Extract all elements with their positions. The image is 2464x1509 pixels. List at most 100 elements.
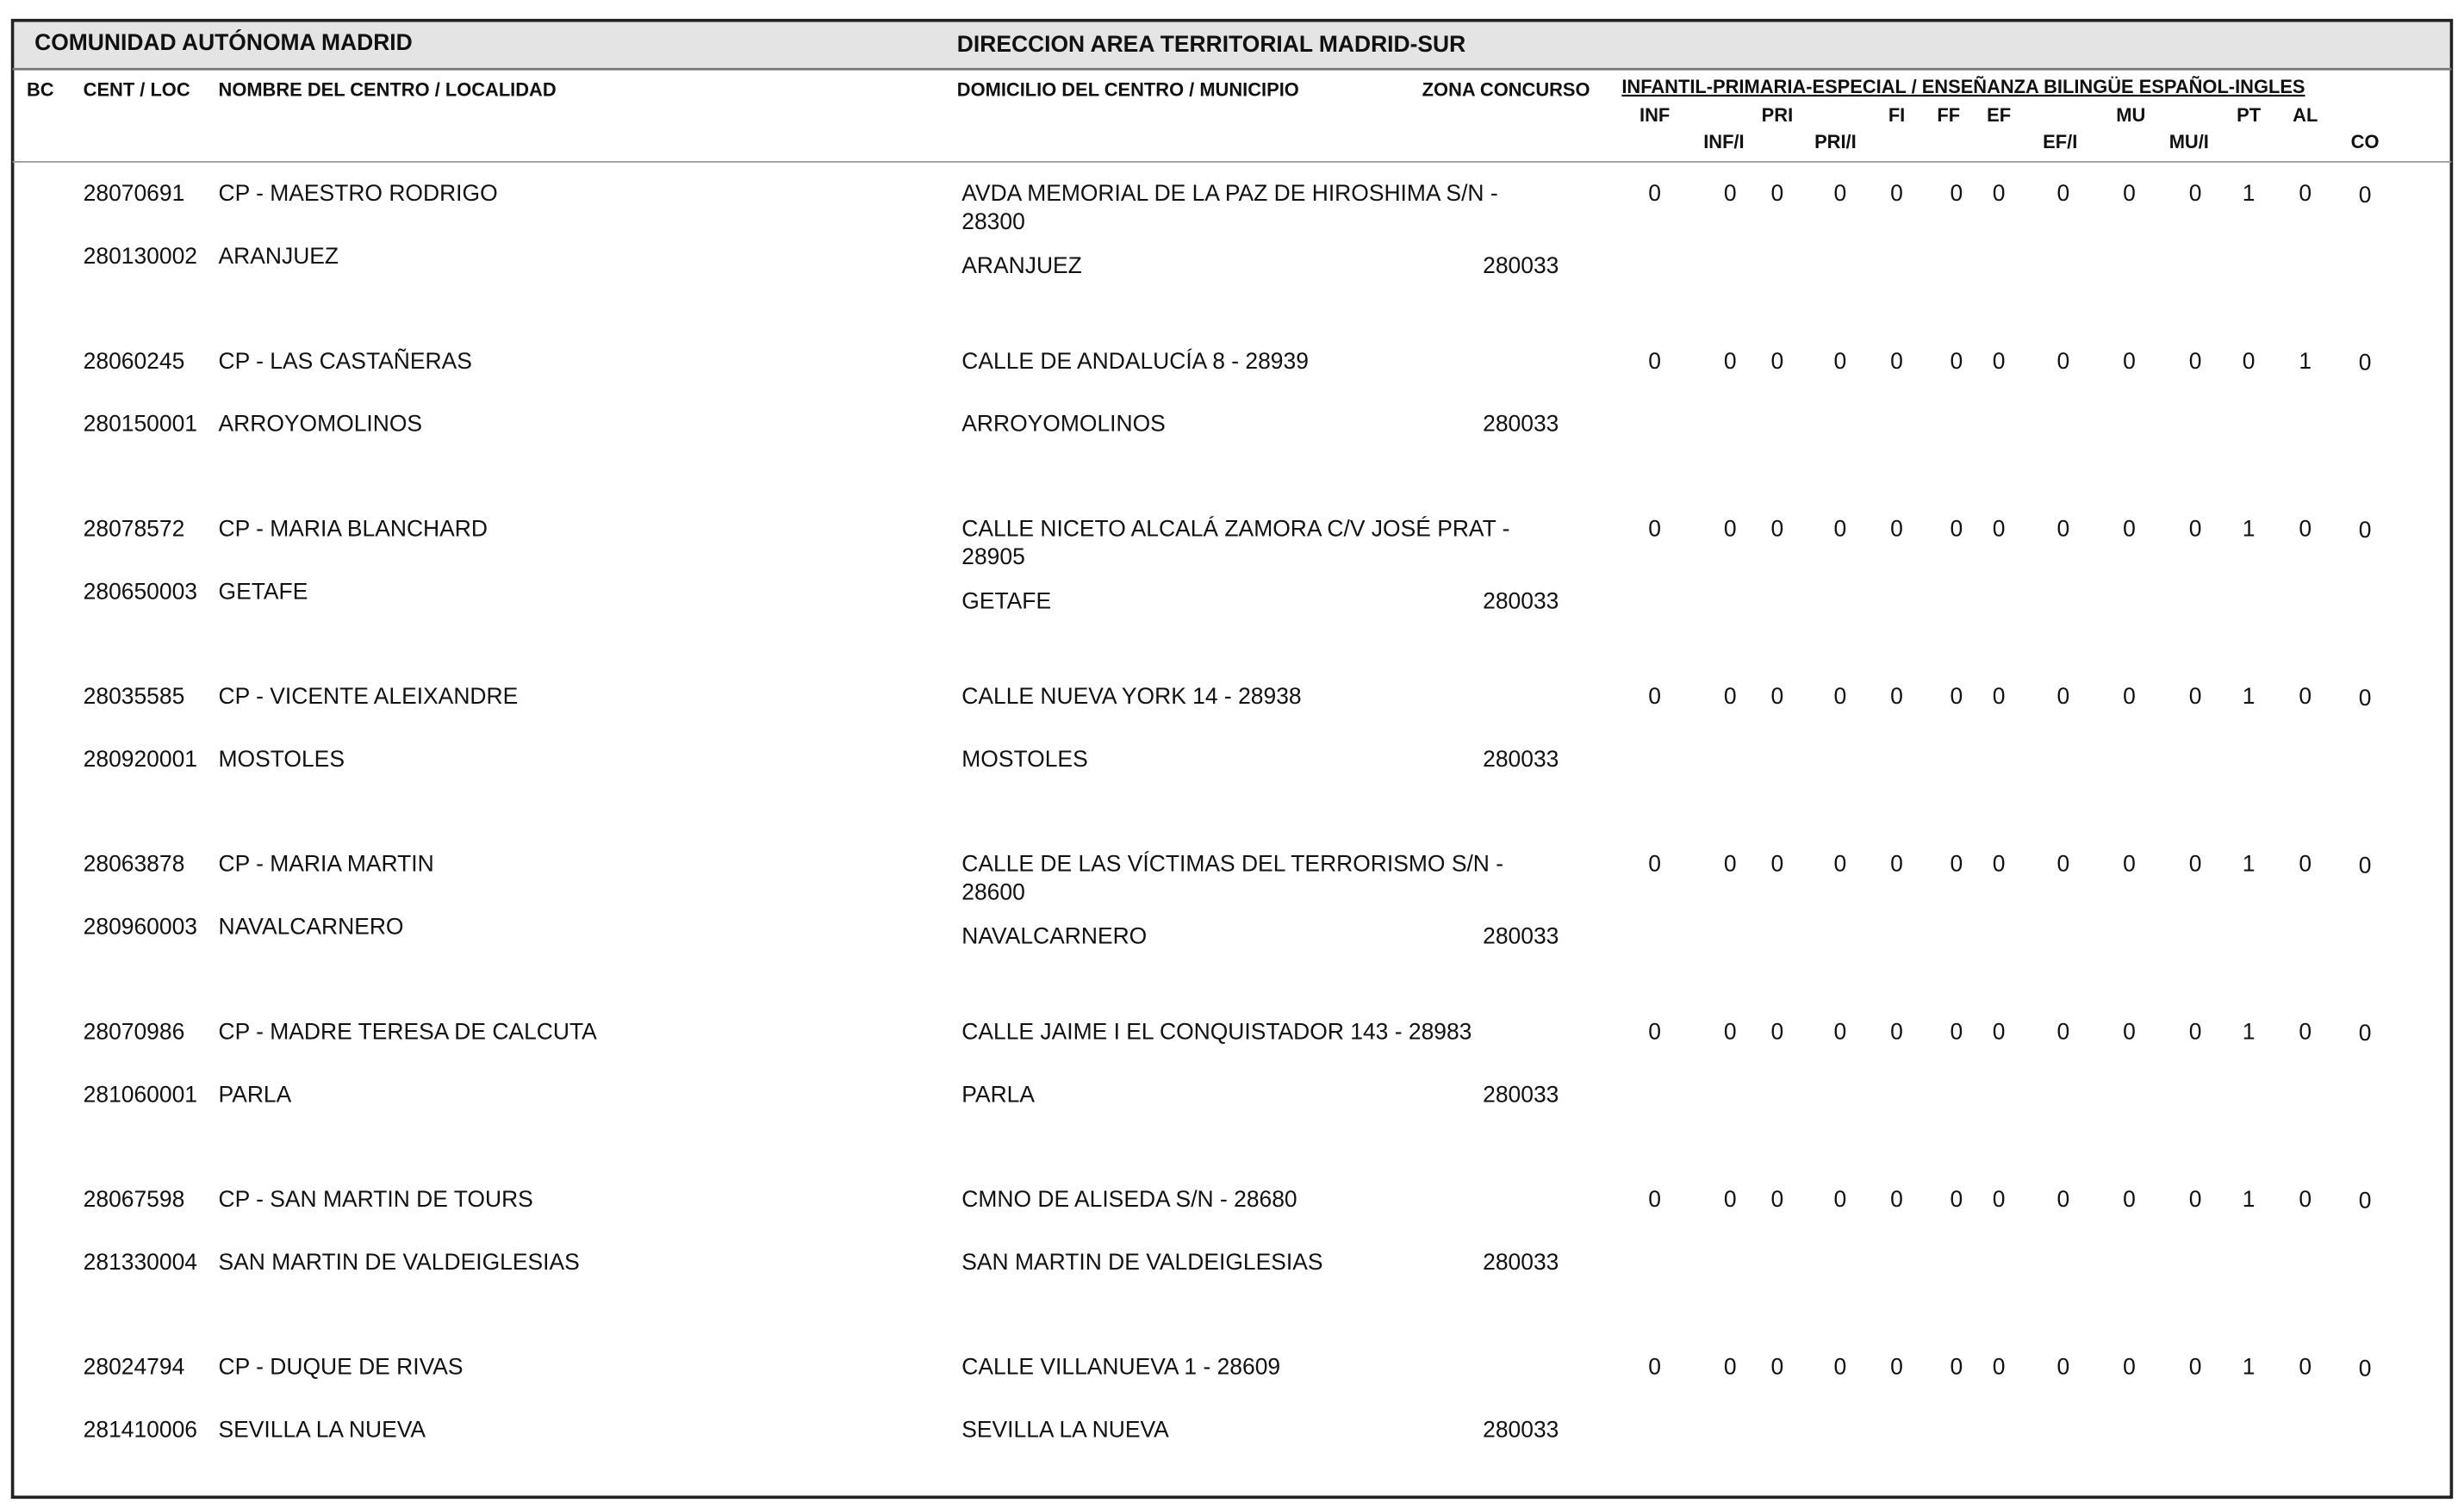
count: 0 <box>1993 1354 2006 1380</box>
count: 0 <box>2057 348 2070 374</box>
count: 0 <box>1890 515 1903 541</box>
sub-header: FI <box>1888 104 1905 126</box>
count: 0 <box>1950 348 1963 374</box>
count: 0 <box>2123 515 2136 541</box>
address: CMNO DE ALISEDA S/N - 28680 <box>961 1186 1297 1212</box>
count: 0 <box>2189 851 2202 877</box>
loc-code: 280150001 <box>84 411 197 437</box>
count: 1 <box>2243 180 2256 206</box>
sub-header: MU/I <box>2169 131 2209 152</box>
sub-header: CO <box>2351 131 2380 152</box>
count: 1 <box>2243 683 2256 709</box>
sub-header: PRI <box>1762 104 1793 126</box>
loc-code: 280130002 <box>84 243 197 269</box>
count: 0 <box>1890 1186 1903 1212</box>
zona: 280033 <box>1483 1081 1559 1107</box>
address: CALLE VILLANUEVA 1 - 28609 <box>961 1354 1280 1380</box>
sub-header: INF <box>1640 104 1670 126</box>
count: 0 <box>2359 517 2372 543</box>
centre-name: CP - DUQUE DE RIVAS <box>219 1354 464 1380</box>
municipio: SEVILLA LA NUEVA <box>961 1417 1169 1443</box>
count: 0 <box>1771 683 1784 709</box>
count: 0 <box>1993 1018 2006 1044</box>
loc-name: GETAFE <box>219 578 308 604</box>
count: 0 <box>2123 1354 2136 1380</box>
sub-header: MU <box>2116 104 2145 126</box>
count: 0 <box>2189 1018 2202 1044</box>
count: 0 <box>1648 1186 1661 1212</box>
loc-name: NAVALCARNERO <box>219 914 404 940</box>
count: 0 <box>1834 180 1847 206</box>
count: 0 <box>1648 515 1661 541</box>
count: 1 <box>2299 348 2312 374</box>
loc-name: SEVILLA LA NUEVA <box>219 1417 426 1443</box>
count: 0 <box>1890 851 1903 877</box>
count: 0 <box>1950 180 1963 206</box>
address: 28300 <box>961 208 1025 234</box>
count: 0 <box>2123 851 2136 877</box>
count: 0 <box>1648 348 1661 374</box>
count: 0 <box>1771 851 1784 877</box>
centre-code: 28063878 <box>84 851 185 877</box>
centre-name: CP - VICENTE ALEIXANDRE <box>219 683 519 709</box>
count: 0 <box>1993 851 2006 877</box>
centre-code: 28067598 <box>84 1186 185 1212</box>
col-header: NOMBRE DEL CENTRO / LOCALIDAD <box>219 79 557 101</box>
sub-header: INF/I <box>1703 131 1744 152</box>
count: 0 <box>2057 1018 2070 1044</box>
group-header: INFANTIL-PRIMARIA-ESPECIAL / ENSEÑANZA B… <box>1621 76 2305 97</box>
centre-code: 28070691 <box>84 180 185 206</box>
count: 0 <box>1834 1354 1847 1380</box>
sub-header: EF <box>1987 104 2011 126</box>
count: 0 <box>1950 851 1963 877</box>
count: 0 <box>1950 1186 1963 1212</box>
loc-code: 281410006 <box>84 1417 197 1443</box>
col-header: CENT / LOC <box>84 79 190 101</box>
centre-name: CP - MARIA BLANCHARD <box>219 515 488 541</box>
count: 0 <box>1724 683 1737 709</box>
count: 0 <box>1771 1354 1784 1380</box>
count: 0 <box>2057 515 2070 541</box>
count: 0 <box>1950 1018 1963 1044</box>
loc-code: 280960003 <box>84 914 197 940</box>
count: 0 <box>1834 515 1847 541</box>
address: CALLE DE ANDALUCÍA 8 - 28939 <box>961 348 1309 374</box>
col-header: BC <box>27 79 54 101</box>
count: 0 <box>2057 851 2070 877</box>
address: CALLE NICETO ALCALÁ ZAMORA C/V JOSÉ PRAT… <box>961 515 1509 541</box>
count: 1 <box>2243 1018 2256 1044</box>
count: 0 <box>1993 348 2006 374</box>
municipio: ARANJUEZ <box>961 252 1082 278</box>
municipio: MOSTOLES <box>961 746 1087 772</box>
count: 0 <box>1724 348 1737 374</box>
address: 28600 <box>961 879 1025 905</box>
count: 0 <box>2359 350 2372 376</box>
count: 0 <box>2189 515 2202 541</box>
count: 0 <box>2123 348 2136 374</box>
count: 0 <box>2299 1018 2312 1044</box>
zona: 280033 <box>1483 923 1559 949</box>
count: 0 <box>2189 1186 2202 1212</box>
count: 0 <box>2057 683 2070 709</box>
zona: 280033 <box>1483 252 1559 278</box>
zona: 280033 <box>1483 1249 1559 1275</box>
centre-code: 28024794 <box>84 1354 185 1380</box>
count: 0 <box>1890 180 1903 206</box>
loc-code: 280920001 <box>84 746 197 772</box>
count: 0 <box>2189 180 2202 206</box>
loc-code: 280650003 <box>84 578 197 604</box>
count: 1 <box>2243 1186 2256 1212</box>
count: 1 <box>2243 851 2256 877</box>
centre-code: 28070986 <box>84 1018 185 1044</box>
count: 0 <box>2123 683 2136 709</box>
count: 0 <box>1648 1018 1661 1044</box>
count: 0 <box>1950 683 1963 709</box>
centre-name: CP - SAN MARTIN DE TOURS <box>219 1186 533 1212</box>
count: 0 <box>1771 1018 1784 1044</box>
count: 1 <box>2243 515 2256 541</box>
count: 0 <box>2359 1020 2372 1046</box>
zona: 280033 <box>1483 1417 1559 1443</box>
sub-header: PRI/I <box>1814 131 1857 152</box>
